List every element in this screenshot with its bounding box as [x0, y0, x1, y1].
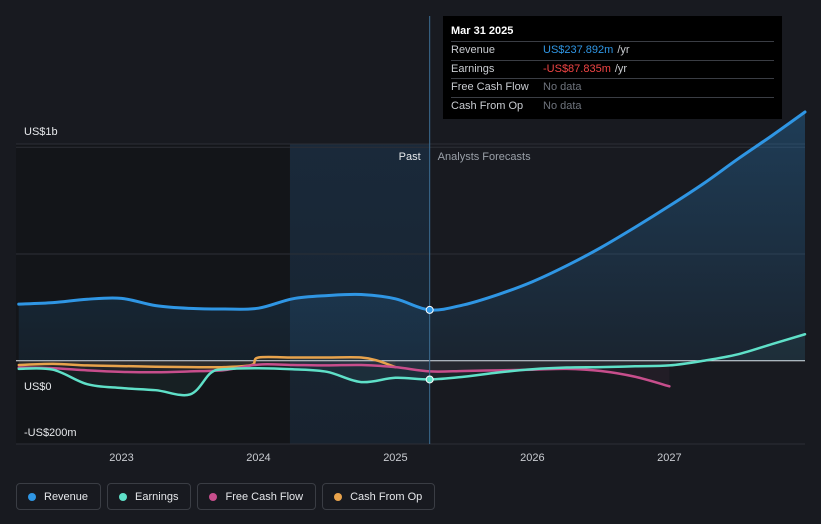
past-label: Past	[399, 151, 421, 163]
tooltip-unit: /yr	[614, 62, 628, 75]
x-tick-label: 2025	[383, 452, 407, 464]
tooltip-label: Revenue	[451, 44, 496, 56]
tooltip-label: Cash From Op	[451, 99, 524, 112]
tooltip-value: US$237.892m	[543, 44, 614, 56]
series-lines	[17, 110, 807, 397]
legend-label: Earnings	[135, 490, 179, 503]
x-tick-label: 2027	[657, 452, 681, 464]
tooltip-row-cash-from-op: Cash From Op No data	[451, 96, 774, 116]
x-tick-label: 2026	[520, 452, 544, 464]
y-tick-label: US$0	[24, 381, 52, 393]
legend: Revenue Earnings Free Cash Flow Cash Fro…	[16, 483, 436, 510]
legend-item-free-cash-flow[interactable]: Free Cash Flow	[197, 483, 317, 510]
legend-dot-icon	[119, 492, 128, 501]
tooltip-value: No data	[543, 81, 582, 93]
revenue-marker	[425, 305, 434, 314]
tooltip-value: No data	[543, 99, 582, 112]
x-tick-label: 2024	[246, 452, 270, 464]
legend-dot-icon	[334, 492, 343, 501]
legend-item-revenue[interactable]: Revenue	[16, 483, 102, 510]
tooltip-label: Free Cash Flow	[451, 81, 529, 93]
legend-label: Free Cash Flow	[225, 490, 304, 503]
tooltip-row-earnings: Earnings -US$87.835m /yr	[451, 59, 774, 79]
axis-labels: US$1b US$0 -US$200m 2023 2024 2025 2026 …	[24, 126, 682, 464]
y-tick-label: US$1b	[24, 126, 58, 138]
legend-item-cash-from-op[interactable]: Cash From Op	[322, 483, 436, 510]
legend-item-earnings[interactable]: Earnings	[107, 483, 192, 510]
revenue-line	[17, 110, 807, 312]
tooltip-value: -US$87.835m	[543, 62, 611, 75]
tooltip-date: Mar 31 2025	[451, 25, 514, 37]
legend-label: Revenue	[44, 490, 89, 503]
earnings-line	[17, 332, 807, 397]
forecast-label: Analysts Forecasts	[438, 151, 531, 163]
legend-dot-icon	[209, 492, 218, 501]
hover-markers	[425, 305, 434, 384]
earnings-area	[18, 334, 806, 396]
tooltip-row-free-cash-flow: Free Cash Flow No data	[451, 78, 774, 97]
tooltip: Mar 31 2025 Revenue US$237.892m /yr Earn…	[443, 16, 782, 119]
tooltip-unit: /yr	[617, 44, 630, 56]
legend-dot-icon	[28, 492, 36, 501]
tooltip-row-revenue: Revenue US$237.892m /yr	[451, 41, 774, 60]
x-tick-label: 2023	[109, 452, 133, 464]
y-tick-label: -US$200m	[24, 427, 77, 439]
legend-label: Cash From Op	[350, 490, 423, 503]
earnings-marker	[425, 375, 434, 384]
tooltip-label: Earnings	[451, 62, 495, 75]
revenue-area	[18, 111, 806, 361]
